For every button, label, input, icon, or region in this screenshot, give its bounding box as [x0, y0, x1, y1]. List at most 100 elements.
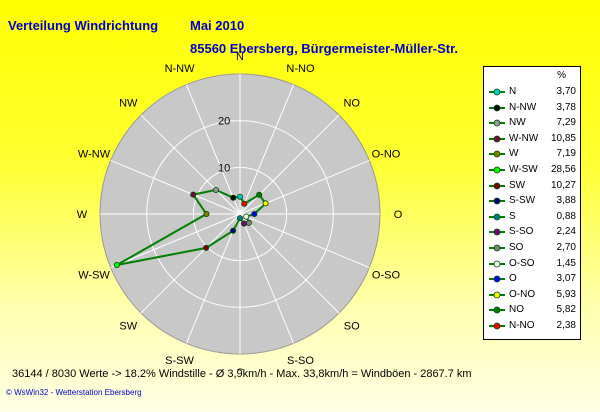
direction-label-W-NW: W-NW	[78, 149, 111, 161]
legend-value: 10,27	[550, 179, 576, 191]
legend-item: NW 7,29	[484, 116, 580, 131]
legend-item: O-SO 1,45	[484, 257, 580, 272]
spoke-S-SW	[185, 213, 241, 344]
marker-SW	[203, 244, 210, 251]
legend-label: NW	[509, 117, 526, 129]
direction-label-O-NO: O-NO	[372, 149, 401, 161]
marker-O	[251, 210, 258, 217]
legend-label: S-SO	[509, 226, 534, 238]
marker-N-NW	[230, 194, 237, 201]
legend-label: S	[509, 210, 516, 222]
legend-marker-icon	[489, 291, 505, 299]
footer-stats: 36144 / 8030 Werte -> 18.2% Windstille -…	[12, 368, 472, 380]
direction-label-NW: NW	[119, 97, 138, 109]
legend-value: 28,56	[550, 164, 576, 175]
legend-label: N-NO	[509, 320, 535, 331]
legend-marker-icon	[489, 228, 505, 236]
legend-label: O-SO	[509, 257, 535, 269]
legend-item: N-NW 3,78	[484, 101, 580, 116]
legend-dot	[493, 244, 501, 252]
chart-period: Mai 2010	[190, 18, 245, 33]
legend-value: 0,88	[556, 210, 576, 222]
marker-W	[203, 210, 210, 217]
legend-dot	[493, 322, 501, 330]
legend-item: S 0,88	[484, 210, 580, 225]
legend-value: 2,24	[556, 226, 576, 238]
spoke-NW	[140, 114, 241, 215]
legend-value: 3,88	[556, 195, 576, 207]
legend-dot	[493, 275, 501, 283]
legend-dot	[493, 306, 501, 314]
legend-dot	[493, 88, 501, 96]
legend-dot	[493, 119, 501, 127]
legend-item: NO 5,82	[484, 303, 580, 318]
marker-NW	[212, 186, 219, 193]
legend-marker-icon	[489, 88, 505, 96]
marker-SO	[245, 219, 252, 226]
legend-dot	[493, 104, 501, 111]
legend-label: SW	[509, 179, 526, 191]
legend-marker-icon	[489, 213, 505, 221]
direction-label-SO: SO	[344, 321, 360, 333]
legend-marker-icon	[489, 182, 505, 189]
legend-value: 7,29	[556, 117, 576, 129]
legend-unit: %	[557, 70, 566, 81]
legend-item: W-SW 28,56	[484, 163, 580, 178]
direction-label-N-NW: N-NW	[165, 63, 196, 75]
polar-chart: 10 20 N N-NO NO O-NO O O-SO SO S-SO S S-SW SW W-SW W W-…	[77, 51, 403, 370]
direction-label-W-SW: W-SW	[78, 269, 110, 281]
spoke-W-SW	[110, 213, 241, 269]
legend-value: 3,70	[556, 86, 576, 97]
chart-subtitle: 85560 Ebersberg, Bürgermeister-Müller-St…	[190, 41, 459, 56]
legend-label: W	[509, 148, 519, 160]
legend-item: O-NO 5,93	[484, 288, 580, 303]
legend-marker-icon	[489, 306, 505, 314]
spoke-O-NO	[239, 159, 370, 215]
legend-marker-icon	[489, 197, 505, 205]
legend: % N 3,70 N-NW 3,78 NW 7,29 W-NW 10,85 W 7,19 W-SW 2…	[483, 66, 581, 340]
legend-marker-icon	[489, 150, 505, 158]
direction-label-S: S	[236, 367, 243, 370]
spoke-SW	[140, 213, 241, 314]
legend-label: W-SW	[509, 164, 538, 175]
marker-O-SO	[243, 213, 250, 220]
ring-10	[192, 166, 288, 262]
chart-title: Verteilung Windrichtung	[8, 18, 159, 33]
legend-label: O-NO	[509, 288, 536, 300]
marker-NO	[256, 191, 263, 198]
spoke-S-SO	[239, 213, 295, 344]
legend-dot	[493, 291, 501, 299]
legend-item: N-NO 2,38	[484, 319, 580, 334]
spoke-W-NW	[110, 159, 241, 215]
ring-20	[146, 120, 334, 308]
legend-value: 2,70	[556, 242, 576, 253]
ring-label-20: 20	[218, 116, 230, 128]
legend-marker-icon	[489, 135, 505, 143]
spoke-N-NW	[185, 84, 241, 215]
direction-label-W: W	[77, 209, 88, 221]
marker-S-SO	[241, 220, 248, 227]
legend-dot	[493, 166, 501, 174]
legend-marker-icon	[489, 322, 505, 330]
legend-item: W 7,19	[484, 147, 580, 162]
legend-label: W-NW	[509, 132, 539, 144]
marker-N-NO	[241, 200, 248, 207]
legend-label: SO	[509, 242, 524, 253]
legend-item: W-NW 10,85	[484, 132, 580, 147]
legend-value: 10,85	[550, 132, 576, 144]
legend-dot	[493, 197, 501, 205]
legend-item: SW 10,27	[484, 179, 580, 194]
legend-dot	[493, 228, 501, 236]
legend-item: SO 2,70	[484, 241, 580, 256]
legend-item: O 3,07	[484, 272, 580, 287]
footer-credit: © WsWin32 - Wetterstation Ebersberg	[6, 388, 142, 397]
legend-label: N	[509, 86, 517, 97]
direction-label-O: O	[394, 209, 403, 221]
legend-value: 2,38	[556, 320, 576, 331]
direction-label-S-SO: S-SO	[287, 355, 314, 367]
legend-dot	[493, 135, 501, 143]
marker-W-NW	[190, 191, 197, 198]
legend-label: S-SW	[509, 195, 536, 207]
legend-marker-icon	[489, 244, 505, 252]
